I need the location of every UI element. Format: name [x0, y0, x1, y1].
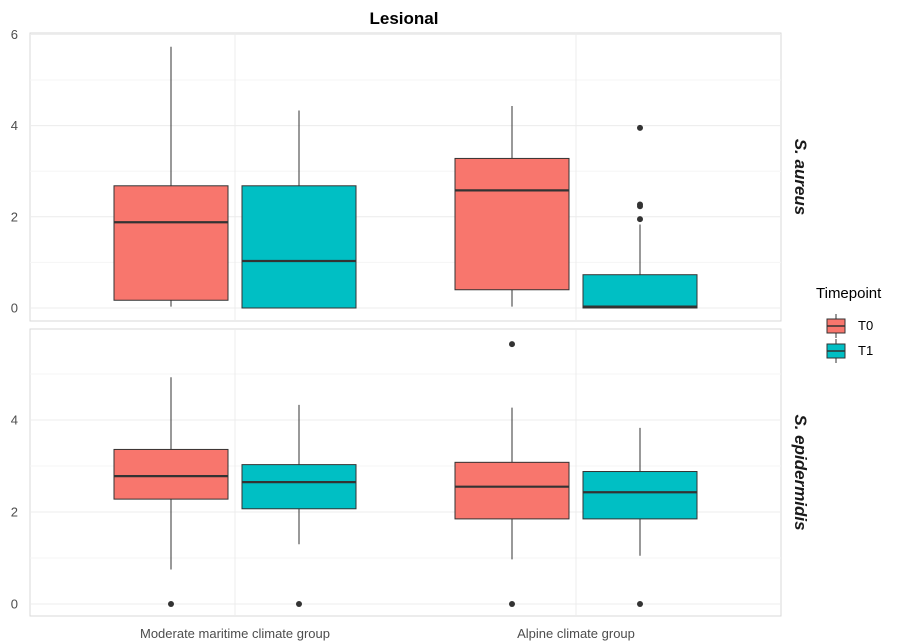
y-tick-label: 0	[11, 597, 18, 612]
outlier-point	[637, 601, 643, 607]
outlier-point	[168, 601, 174, 607]
x-tick-label: Moderate maritime climate group	[140, 626, 330, 641]
x-tick-label: Alpine climate group	[517, 626, 635, 641]
y-tick-label: 2	[11, 505, 18, 520]
y-tick-label: 0	[11, 301, 18, 316]
box-body	[454, 461, 570, 520]
box-body	[582, 471, 698, 520]
outlier-point	[637, 124, 643, 131]
box-body	[113, 448, 229, 500]
outlier-point	[637, 201, 643, 208]
box-t1	[241, 404, 357, 607]
legend-label-t1: T1	[858, 343, 873, 358]
legend-label-t0: T0	[858, 318, 873, 333]
box-body	[241, 185, 357, 309]
y-tick-label: 6	[11, 27, 18, 42]
legend-title: Timepoint	[816, 285, 882, 302]
box-body	[582, 274, 698, 309]
box-body	[113, 185, 229, 301]
facet-strip-label: S. epidermidis	[791, 414, 810, 530]
box-t0	[454, 105, 570, 307]
box-t0	[454, 341, 570, 607]
outlier-point	[637, 216, 643, 223]
y-tick-label: 4	[11, 413, 18, 428]
box-body	[241, 464, 357, 510]
facet-strip-label: S. aureus	[791, 139, 810, 216]
box-t1	[582, 124, 698, 309]
outlier-point	[509, 601, 515, 607]
y-tick-label: 2	[11, 209, 18, 224]
box-t1	[241, 110, 357, 309]
box-t0	[113, 377, 229, 607]
y-tick-label: 4	[11, 118, 18, 133]
outlier-point	[296, 601, 302, 607]
outlier-point	[509, 341, 515, 348]
legend: Timepoint T0 T1	[816, 285, 882, 363]
chart-title: Lesional	[370, 9, 439, 28]
box-t0	[113, 46, 229, 307]
box-t1	[582, 427, 698, 607]
box-body	[454, 157, 570, 291]
